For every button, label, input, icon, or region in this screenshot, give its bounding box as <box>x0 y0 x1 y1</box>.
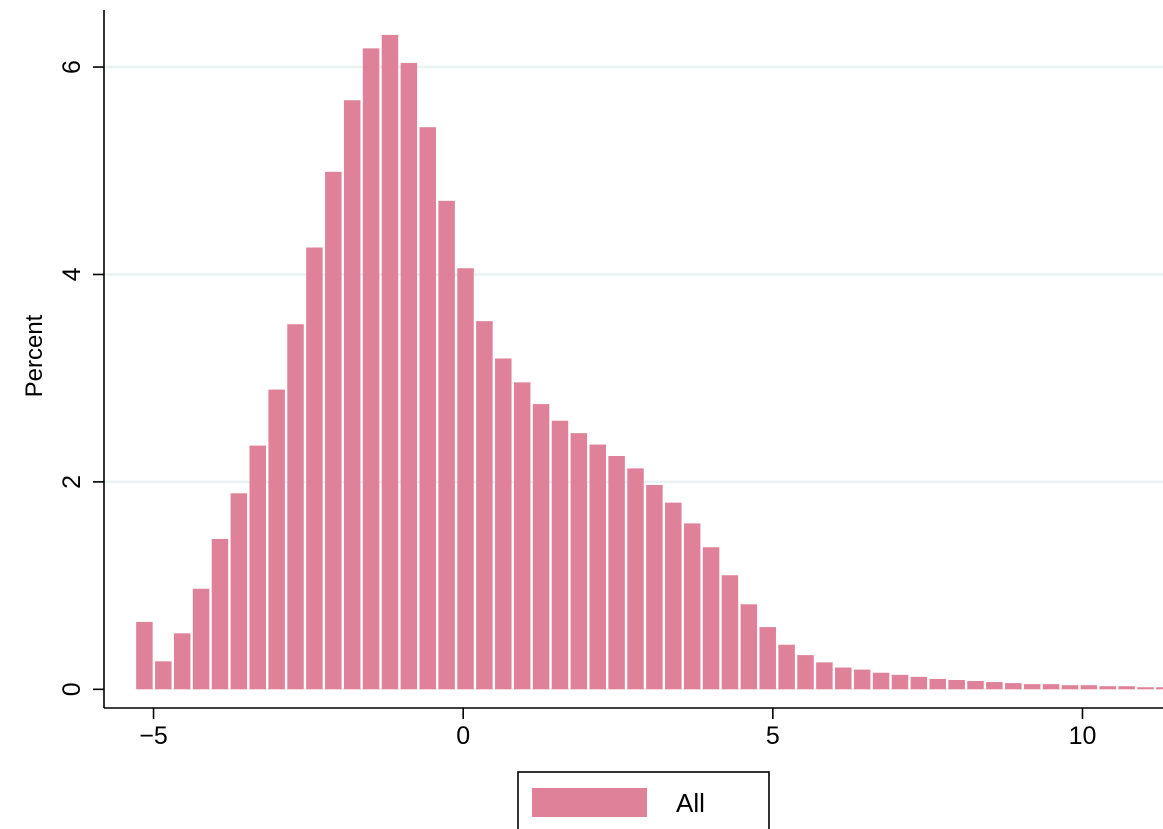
bar <box>1042 684 1060 690</box>
bar <box>891 674 909 690</box>
y-tick-label-0: 0 <box>58 682 86 696</box>
bar <box>532 404 550 690</box>
bar <box>343 100 361 690</box>
bar <box>627 468 644 690</box>
legend-label-all: All <box>676 788 705 818</box>
bar <box>1023 684 1041 690</box>
bar <box>721 575 739 690</box>
bar <box>683 523 701 690</box>
bar <box>1061 685 1079 690</box>
y-axis-ticks: 0 2 4 6 <box>58 60 104 696</box>
bar <box>268 389 285 690</box>
bar <box>362 48 380 690</box>
bar <box>1005 683 1022 690</box>
bar <box>853 669 871 690</box>
bar <box>155 661 172 690</box>
bar <box>646 485 663 690</box>
bar <box>948 679 965 690</box>
legend-swatch-all <box>532 788 647 817</box>
bar <box>400 62 418 690</box>
bar <box>381 34 399 690</box>
y-tick-label-4: 4 <box>58 267 86 281</box>
bar <box>211 538 229 690</box>
bars <box>136 34 1163 690</box>
bar <box>759 627 776 690</box>
bar <box>589 444 606 690</box>
legend: All <box>517 771 770 829</box>
x-tick-label-5: 5 <box>766 722 780 750</box>
bar <box>702 547 720 690</box>
bar <box>1080 685 1098 690</box>
bar <box>1099 686 1116 690</box>
bar <box>835 667 852 690</box>
bar <box>740 604 758 690</box>
bar <box>872 672 890 690</box>
bar <box>665 502 682 690</box>
bar <box>910 676 928 690</box>
bar <box>419 127 436 690</box>
bar <box>495 358 512 690</box>
bar <box>173 633 191 690</box>
bar <box>230 493 248 690</box>
x-tick-label--5: −5 <box>139 722 168 750</box>
x-axis-ticks: −5 0 5 10 <box>139 708 1096 750</box>
bar <box>816 662 833 690</box>
bar <box>136 621 153 690</box>
bar <box>438 200 455 690</box>
bar <box>192 588 210 690</box>
x-tick-label-0: 0 <box>456 722 470 750</box>
bar <box>1156 687 1163 690</box>
axes <box>103 10 1163 709</box>
bar <box>797 655 814 690</box>
y-tick-label-6: 6 <box>58 60 86 74</box>
bar <box>287 324 304 690</box>
bar <box>1137 687 1154 690</box>
bar <box>476 321 493 690</box>
y-tick-label-2: 2 <box>58 475 86 489</box>
y-axis-title: Percent <box>21 314 48 397</box>
bar <box>986 682 1003 690</box>
x-tick-label-10: 10 <box>1069 722 1097 750</box>
bar <box>249 445 266 690</box>
bar <box>608 455 625 690</box>
bar <box>325 171 342 690</box>
bar <box>551 420 569 690</box>
bar <box>570 433 588 690</box>
bar <box>967 681 984 690</box>
gridlines <box>104 65 1163 484</box>
bar <box>513 382 531 690</box>
bar <box>778 644 795 690</box>
bar <box>1118 686 1135 690</box>
bar <box>457 268 474 690</box>
bar <box>929 678 946 690</box>
bar <box>306 247 323 690</box>
